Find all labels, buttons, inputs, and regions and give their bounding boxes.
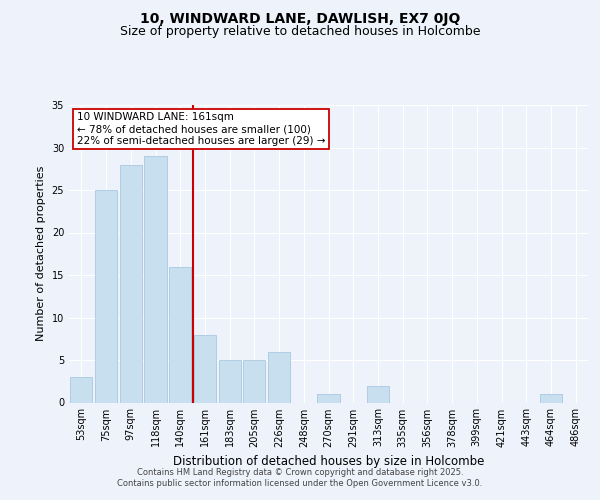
- Bar: [218, 360, 241, 403]
- Bar: [169, 266, 191, 402]
- X-axis label: Distribution of detached houses by size in Holcombe: Distribution of detached houses by size …: [173, 455, 484, 468]
- Bar: [95, 190, 117, 402]
- Bar: [317, 394, 340, 402]
- Bar: [70, 377, 92, 402]
- Bar: [119, 164, 142, 402]
- Text: Contains HM Land Registry data © Crown copyright and database right 2025.
Contai: Contains HM Land Registry data © Crown c…: [118, 468, 482, 487]
- Bar: [367, 386, 389, 402]
- Text: 10, WINDWARD LANE, DAWLISH, EX7 0JQ: 10, WINDWARD LANE, DAWLISH, EX7 0JQ: [140, 12, 460, 26]
- Bar: [268, 352, 290, 403]
- Bar: [243, 360, 265, 403]
- Bar: [540, 394, 562, 402]
- Bar: [194, 334, 216, 402]
- Y-axis label: Number of detached properties: Number of detached properties: [36, 166, 46, 342]
- Bar: [145, 156, 167, 402]
- Text: 10 WINDWARD LANE: 161sqm
← 78% of detached houses are smaller (100)
22% of semi-: 10 WINDWARD LANE: 161sqm ← 78% of detach…: [77, 112, 325, 146]
- Text: Size of property relative to detached houses in Holcombe: Size of property relative to detached ho…: [120, 25, 480, 38]
